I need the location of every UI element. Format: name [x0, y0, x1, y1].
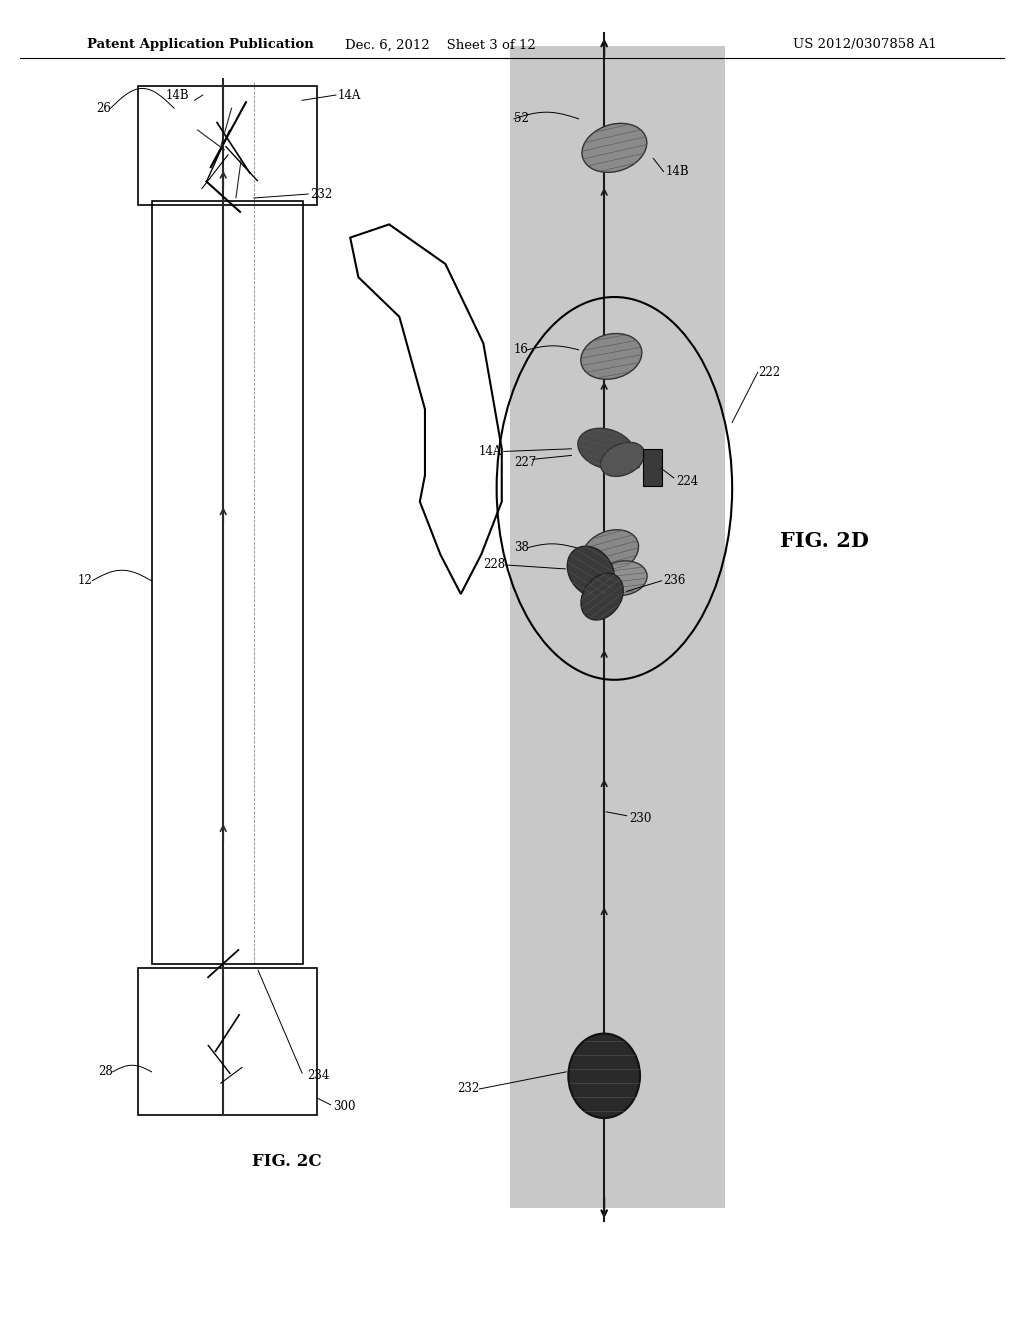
Text: 52: 52 [514, 112, 529, 125]
Text: 232: 232 [310, 187, 333, 201]
Text: Patent Application Publication: Patent Application Publication [87, 38, 313, 51]
Ellipse shape [582, 123, 647, 173]
Text: 224: 224 [676, 475, 698, 488]
Bar [643, 449, 662, 486]
Text: 14B: 14B [166, 88, 189, 102]
Ellipse shape [581, 573, 624, 620]
Text: 232: 232 [457, 1082, 479, 1096]
Text: 16: 16 [514, 343, 529, 356]
Ellipse shape [581, 334, 642, 379]
Text: 12: 12 [78, 574, 92, 587]
Bar [138, 968, 317, 1115]
Ellipse shape [578, 428, 635, 470]
Text: 14A: 14A [338, 88, 361, 102]
Text: 227: 227 [514, 455, 537, 469]
Text: 228: 228 [482, 558, 505, 572]
Text: 222: 222 [758, 366, 780, 379]
Ellipse shape [567, 546, 614, 597]
Bar [510, 46, 725, 1208]
Text: 236: 236 [664, 574, 686, 587]
Ellipse shape [582, 529, 639, 574]
Text: 300: 300 [333, 1100, 355, 1113]
Text: US 2012/0307858 A1: US 2012/0307858 A1 [794, 38, 937, 51]
Ellipse shape [598, 561, 647, 595]
Text: 28: 28 [98, 1065, 113, 1078]
Text: FIG. 2C: FIG. 2C [252, 1154, 322, 1170]
Text: 14B: 14B [666, 165, 689, 178]
PathPatch shape [350, 224, 502, 594]
Ellipse shape [568, 1034, 640, 1118]
Text: 14A: 14A [478, 445, 502, 458]
Text: 26: 26 [95, 102, 111, 115]
Text: 38: 38 [514, 541, 529, 554]
Text: Dec. 6, 2012    Sheet 3 of 12: Dec. 6, 2012 Sheet 3 of 12 [345, 38, 536, 51]
Ellipse shape [601, 442, 644, 477]
Bar [152, 201, 303, 964]
Text: FIG. 2D: FIG. 2D [780, 531, 868, 552]
Text: 234: 234 [307, 1069, 330, 1082]
Text: 230: 230 [629, 812, 651, 825]
Bar [138, 86, 317, 205]
